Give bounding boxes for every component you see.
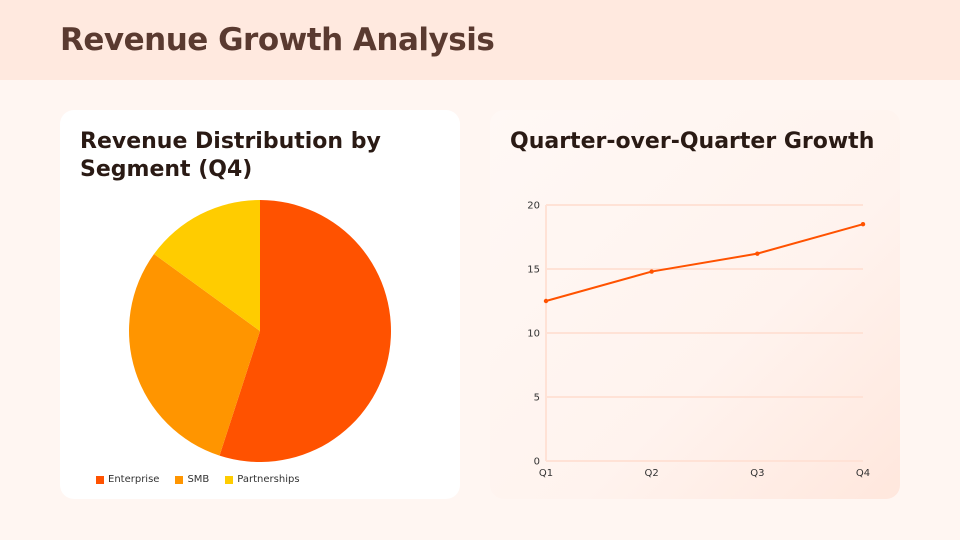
pie-chart-title: Revenue Distribution by Segment (Q4) (80, 129, 381, 182)
x-tick-label: Q2 (645, 468, 659, 479)
data-point-q1 (543, 298, 549, 304)
line-chart: 0 5 10 15 20 Q1 Q2 Q3 Q4 (527, 201, 870, 480)
y-tick-label: 20 (527, 201, 540, 212)
data-point-q4 (860, 222, 866, 227)
legend-label: Partnerships (237, 474, 300, 485)
legend-item: Enterprise (96, 474, 159, 485)
y-tick-label: 10 (527, 329, 540, 340)
pie-slice-partnerships (154, 200, 260, 331)
y-tick-label: 15 (527, 265, 540, 276)
x-tick-label: Q1 (539, 468, 553, 479)
pie-legend: Enterprise SMB Partnerships (96, 474, 310, 485)
x-tick-label: Q3 (750, 468, 764, 479)
legend-item: SMB (175, 474, 209, 485)
pie-chart (129, 200, 392, 462)
legend-swatch (175, 475, 184, 484)
x-tick-label: Q4 (856, 468, 870, 479)
page-title: Revenue Growth Analysis (60, 22, 495, 58)
pie-slice-smb (129, 254, 260, 456)
legend-label: Enterprise (108, 474, 160, 485)
legend-swatch (225, 475, 234, 484)
legend-item: Partnerships (225, 474, 300, 485)
line-chart-card: Quarter-over-Quarter Growth 0 5 10 15 20 Q1 Q2… (490, 110, 900, 499)
data-point-q2 (649, 269, 654, 274)
data-point-q3 (755, 251, 760, 256)
pie-chart-card: Revenue Distribution by Segment (Q4) Ent… (60, 110, 460, 499)
line-chart-title: Quarter-over-Quarter Growth (510, 129, 875, 154)
pie-slice-enterprise (219, 200, 392, 462)
y-tick-label: 0 (534, 457, 540, 468)
growth-line (545, 223, 864, 302)
y-tick-label: 5 (534, 393, 540, 404)
legend-swatch (96, 475, 104, 484)
legend-label: SMB (187, 474, 210, 485)
header-bar: Revenue Growth Analysis (0, 0, 960, 80)
